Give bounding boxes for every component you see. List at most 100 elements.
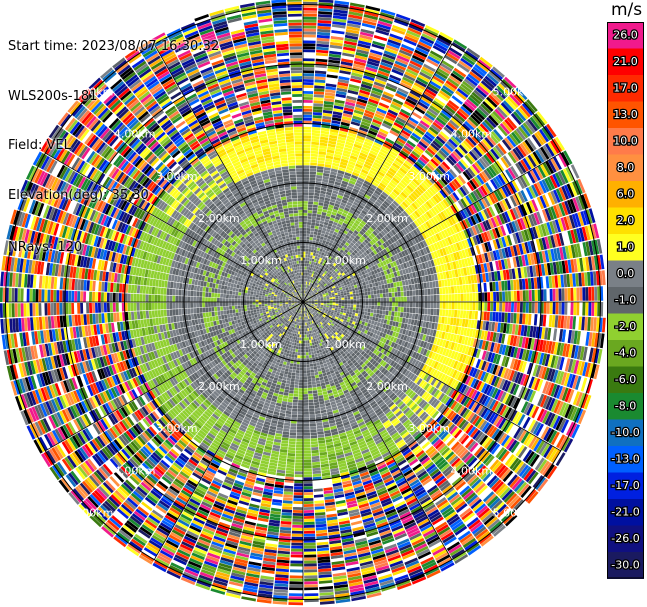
range-gate — [395, 216, 402, 223]
range-gate — [313, 271, 317, 275]
range-gate — [320, 272, 324, 276]
range-gate — [361, 169, 369, 175]
range-gate — [345, 101, 356, 107]
range-gate — [341, 55, 354, 61]
range-gate — [350, 217, 356, 222]
range-gate — [329, 267, 333, 271]
range-gate — [382, 293, 386, 298]
range-gate — [456, 88, 469, 98]
range-gate — [491, 204, 499, 216]
range-gate — [458, 276, 463, 285]
range-gate — [311, 219, 316, 223]
range-gate — [347, 222, 353, 227]
range-gate — [565, 167, 575, 182]
range-gate — [326, 238, 331, 243]
range-gate — [546, 123, 557, 138]
range-gate — [350, 296, 354, 300]
range-gate — [325, 86, 336, 91]
range-gate — [341, 295, 345, 298]
range-gate — [461, 258, 466, 268]
range-gate — [328, 204, 334, 209]
range-gate — [383, 234, 390, 241]
range-gate — [353, 201, 359, 207]
range-gate — [311, 303, 315, 305]
range-gate — [561, 288, 565, 301]
range-gate — [340, 293, 344, 296]
range-gate — [305, 298, 308, 301]
range-gate — [555, 233, 562, 247]
range-gate — [445, 124, 456, 134]
range-gate — [460, 57, 474, 68]
range-gate — [342, 116, 352, 121]
range-gate — [496, 202, 504, 213]
range-gate — [578, 227, 585, 242]
range-gate — [358, 129, 368, 136]
range-gate — [437, 213, 445, 222]
range-gate — [593, 271, 597, 286]
range-gate — [526, 228, 533, 241]
range-gate — [377, 70, 390, 77]
range-gate — [495, 312, 499, 322]
range-gate — [384, 284, 388, 289]
range-gate — [475, 302, 479, 311]
range-gate — [354, 57, 367, 64]
range-gate — [406, 225, 413, 232]
range-gate — [368, 280, 372, 284]
range-gate — [464, 276, 469, 285]
range-gate — [445, 286, 449, 294]
range-gate — [457, 160, 467, 171]
range-gate — [566, 183, 575, 198]
range-gate — [327, 282, 331, 286]
range-gate — [426, 268, 431, 275]
range-gate — [325, 216, 331, 220]
range-gate — [324, 218, 330, 223]
range-gate — [353, 230, 359, 235]
range-gate — [395, 276, 399, 282]
range-gate — [460, 293, 464, 302]
range-gate — [596, 239, 603, 254]
range-gate — [393, 95, 405, 103]
range-gate — [537, 302, 541, 314]
range-gate — [329, 297, 333, 300]
range-gate — [420, 96, 432, 105]
range-gate — [406, 206, 414, 214]
range-gate — [436, 241, 442, 250]
range-gate — [433, 302, 437, 309]
range-gate — [448, 100, 460, 110]
range-gate — [490, 217, 497, 228]
range-gate — [368, 227, 375, 233]
range-gate — [436, 309, 440, 316]
range-gate — [313, 195, 320, 200]
range-gate — [502, 121, 513, 133]
range-gate — [441, 279, 445, 287]
range-gate — [305, 300, 309, 302]
range-gate — [435, 39, 450, 49]
range-gate — [417, 283, 422, 290]
range-gate — [511, 91, 524, 104]
range-gate — [408, 63, 421, 71]
range-gate — [372, 274, 377, 279]
range-gate — [388, 181, 396, 189]
range-gate — [313, 106, 323, 110]
range-gate — [435, 280, 439, 288]
range-gate — [351, 251, 356, 256]
range-gate — [364, 308, 368, 312]
range-gate — [353, 259, 358, 264]
range-gate — [472, 293, 476, 302]
range-gate — [566, 215, 573, 230]
range-gate — [338, 285, 342, 288]
range-gate — [312, 112, 323, 116]
range-gate — [320, 233, 325, 237]
range-gate — [320, 304, 324, 307]
range-gate — [346, 246, 351, 251]
range-gate — [303, 85, 314, 88]
range-gate — [303, 126, 312, 130]
range-gate — [399, 269, 404, 276]
range-gate — [506, 258, 512, 269]
range-gate — [314, 299, 318, 301]
range-gate — [364, 244, 370, 250]
range-gate — [317, 160, 325, 164]
range-gate — [307, 288, 309, 292]
range-gate — [361, 25, 375, 32]
range-gate — [323, 288, 327, 292]
